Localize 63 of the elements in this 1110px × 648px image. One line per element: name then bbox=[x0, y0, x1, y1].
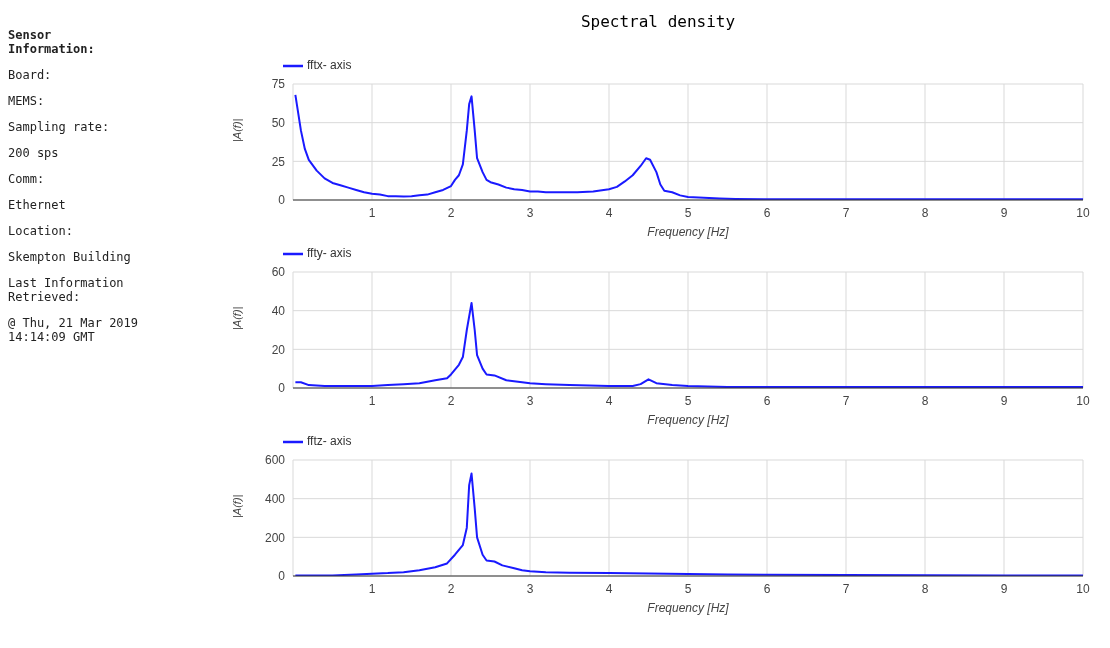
x-tick-label: 4 bbox=[605, 581, 613, 596]
x-tick-label: 6 bbox=[763, 393, 771, 408]
text: Skempton Building bbox=[8, 250, 132, 264]
x-axis-title: Frequency [Hz] bbox=[647, 225, 730, 239]
x-tick-label: 6 bbox=[763, 205, 771, 220]
text: Board: bbox=[8, 68, 53, 82]
x-tick-label: 8 bbox=[921, 581, 929, 596]
x-tick-label: 3 bbox=[526, 393, 534, 408]
x-tick-label: 7 bbox=[842, 581, 850, 596]
text: Last Information Retrieved: bbox=[8, 276, 125, 304]
text: Sensor Information: bbox=[8, 28, 96, 56]
legend-label: fftx- axis bbox=[307, 58, 352, 73]
x-tick-label: 5 bbox=[684, 581, 692, 596]
x-tick-label: 7 bbox=[842, 393, 850, 408]
text: Ethernet bbox=[8, 198, 67, 212]
x-tick-label: 1 bbox=[368, 205, 376, 220]
y-tick-label: 200 bbox=[264, 530, 286, 545]
text: Comm: bbox=[8, 172, 46, 186]
legend-label: ffty- axis bbox=[307, 246, 352, 261]
x-tick-label: 9 bbox=[1000, 205, 1008, 220]
x-tick-label: 10 bbox=[1076, 205, 1090, 220]
x-tick-label: 9 bbox=[1000, 393, 1008, 408]
text: 200 sps bbox=[8, 146, 60, 160]
y-tick-label: 50 bbox=[271, 115, 286, 130]
y-axis-title: |A(f)| bbox=[230, 306, 243, 330]
y-tick-label: 60 bbox=[271, 265, 286, 280]
legend-label: fftz- axis bbox=[307, 434, 352, 449]
x-tick-label: 5 bbox=[684, 205, 692, 220]
text: MEMS: bbox=[8, 94, 46, 108]
x-axis-title: Frequency [Hz] bbox=[647, 601, 730, 615]
x-tick-label: 2 bbox=[447, 393, 455, 408]
x-tick-label: 3 bbox=[526, 581, 534, 596]
y-tick-label: 600 bbox=[264, 453, 286, 468]
text: Sampling rate: bbox=[8, 120, 111, 134]
x-axis-title: Frequency [Hz] bbox=[647, 413, 730, 427]
y-tick-label: 40 bbox=[271, 303, 286, 318]
y-axis-title: |A(f)| bbox=[230, 118, 243, 142]
x-tick-label: 1 bbox=[368, 393, 376, 408]
y-tick-label: 0 bbox=[278, 569, 286, 584]
x-tick-label: 9 bbox=[1000, 581, 1008, 596]
y-axis-title: |A(f)| bbox=[230, 494, 243, 518]
x-tick-label: 10 bbox=[1076, 581, 1090, 596]
y-tick-label: 0 bbox=[278, 381, 286, 396]
chart-title: Spectral density bbox=[579, 11, 737, 33]
x-tick-label: 3 bbox=[526, 205, 534, 220]
x-tick-label: 8 bbox=[921, 205, 929, 220]
x-tick-label: 4 bbox=[605, 205, 613, 220]
y-tick-label: 75 bbox=[271, 77, 286, 92]
y-tick-label: 20 bbox=[271, 342, 286, 357]
text: Location: bbox=[8, 224, 75, 238]
x-tick-label: 10 bbox=[1076, 393, 1090, 408]
x-tick-label: 8 bbox=[921, 393, 929, 408]
y-tick-label: 25 bbox=[271, 154, 286, 169]
x-tick-label: 7 bbox=[842, 205, 850, 220]
text: @ Thu, 21 Mar 2019 14:14:09 GMT bbox=[8, 316, 140, 344]
y-tick-label: 400 bbox=[264, 491, 286, 506]
x-tick-label: 5 bbox=[684, 393, 692, 408]
x-tick-label: 6 bbox=[763, 581, 771, 596]
x-tick-label: 1 bbox=[368, 581, 376, 596]
y-tick-label: 0 bbox=[278, 193, 286, 208]
x-tick-label: 4 bbox=[605, 393, 613, 408]
x-tick-label: 2 bbox=[447, 205, 455, 220]
x-tick-label: 2 bbox=[447, 581, 455, 596]
